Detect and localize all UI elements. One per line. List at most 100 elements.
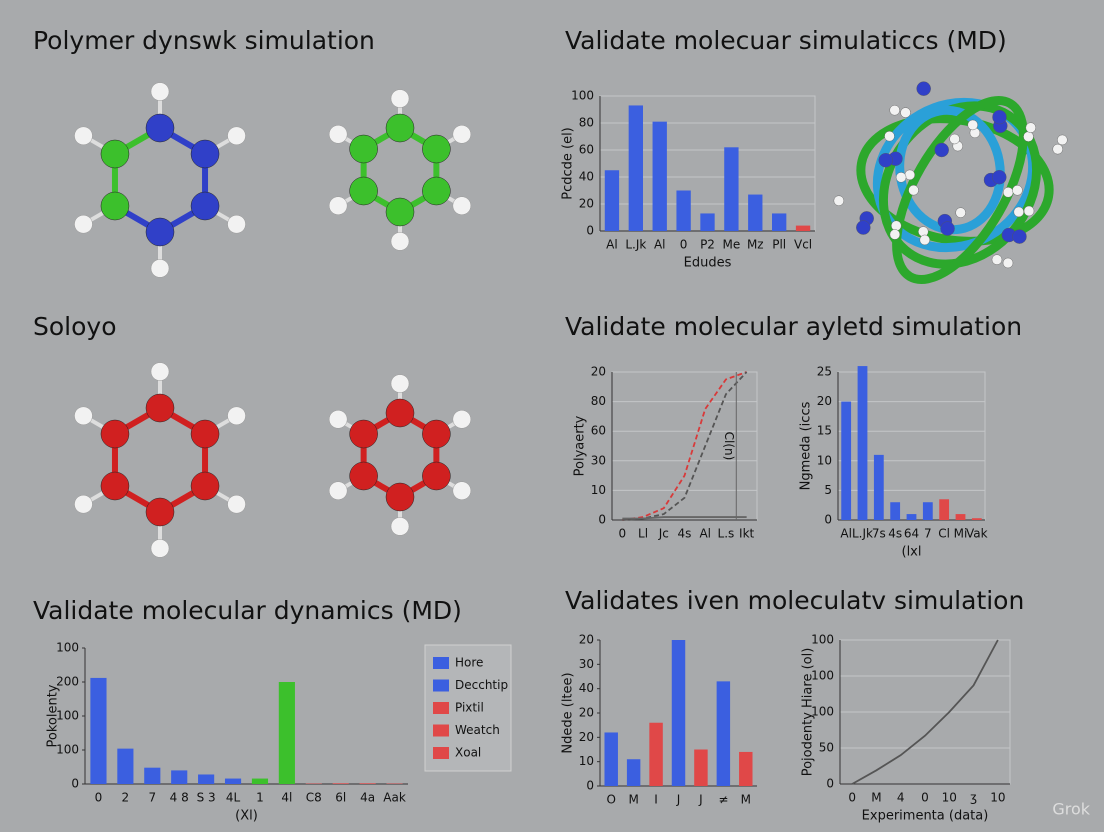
y-tick-label: 40 [579,170,594,184]
atom [1012,229,1027,244]
x-tick-label: P2 [700,238,715,252]
hydrogen [452,481,472,500]
section-title: Polymer dynswk simulation [33,26,375,55]
atom [919,234,930,246]
x-tick-label: Jc [658,527,669,541]
line [622,371,747,521]
x-tick-label: Ikt [739,527,754,541]
y-axis-label: Ngmeda (iccs [799,401,814,490]
y-tick-label: 100 [811,705,834,719]
x-tick-label: M [871,791,881,805]
bar [739,751,753,786]
bar [278,682,295,784]
x-tick-label: Me [723,238,741,252]
x-tick-label: M [628,793,638,807]
bar [332,783,349,784]
atom [190,191,220,221]
x-tick-label: 7 [148,791,156,805]
atom [908,184,919,196]
atom [349,176,378,206]
x-tick-label: L.Jk [852,527,873,541]
y-tick-label: 20 [591,365,606,379]
atom [385,482,415,512]
bar [604,732,618,786]
section-title: Validates iven moleculatv simulation [565,586,1024,615]
atom [884,130,895,142]
hydrogen [328,410,348,429]
hydrogen [328,196,348,215]
bar [224,778,242,784]
bar [716,681,731,786]
ribbon [892,96,1028,284]
hydrogen [74,494,93,514]
x-tick-label: 0 [619,527,627,541]
atom [145,497,175,527]
x-tick-label: 10 [990,791,1005,805]
y-tick-label: 20 [579,706,594,720]
x-axis-label: Edudes [684,256,732,271]
atom [349,419,378,449]
y-axis-label: Pokolenty [46,684,61,747]
hydrogen [328,481,348,500]
atom [1012,185,1023,196]
atom [949,133,960,145]
line [851,639,999,785]
bar [626,759,641,786]
y-tick-label: 20 [579,730,594,744]
x-tick-label: L.s [718,527,735,541]
y-tick-label: 60 [591,424,606,438]
x-tick-label: 1 [256,791,264,805]
x-tick-label: O [606,793,615,807]
atom [190,471,220,501]
y-tick-label: 0 [598,513,606,527]
bar [144,767,161,784]
atom [900,107,911,118]
y-tick-label: 80 [579,116,594,130]
hydrogen [150,362,170,381]
bar [841,401,852,520]
bar [700,213,715,231]
bar [939,499,950,520]
x-axis-label: (Xl) [235,809,258,824]
x-tick-label: 4L [226,791,241,805]
hydrogen [227,126,246,146]
x-tick-label: Ll [638,527,648,541]
atom [904,169,916,181]
y-tick-label: 30 [591,453,606,467]
atom [1052,143,1063,155]
hydrogen [150,259,170,278]
bar [890,502,901,520]
section-title: Validate molecular dynamics (MD) [33,596,462,625]
hydrogen [390,374,410,393]
atom [967,119,978,131]
legend-label: Xoal [455,746,481,760]
atom [100,471,130,501]
y-tick-label: 100 [56,641,79,655]
atom [856,220,871,235]
y-tick-label: 60 [579,143,594,157]
bar [857,366,868,520]
legend-swatch [433,702,449,714]
bar [795,225,811,231]
hydrogen [452,196,472,215]
legend-label: Weatch [455,723,500,737]
x-tick-label: 4a [360,791,375,805]
x-tick-label: ≠ [718,793,728,807]
x-tick-label: S 3 [197,791,216,805]
x-tick-label: M [741,793,751,807]
x-tick-label: 64 [904,527,919,541]
atom [349,461,378,491]
y-tick-label: 0 [826,777,834,791]
bar [955,514,966,520]
legend-label: Hore [455,656,483,670]
atom [1025,122,1036,133]
illustrations [74,81,1068,558]
atom [833,195,845,206]
bar [359,783,376,784]
bar [873,454,884,520]
bar [652,121,667,231]
hydrogen [150,82,170,101]
atom [190,419,220,449]
atom [955,207,966,218]
y-tick-label: 100 [571,89,594,103]
